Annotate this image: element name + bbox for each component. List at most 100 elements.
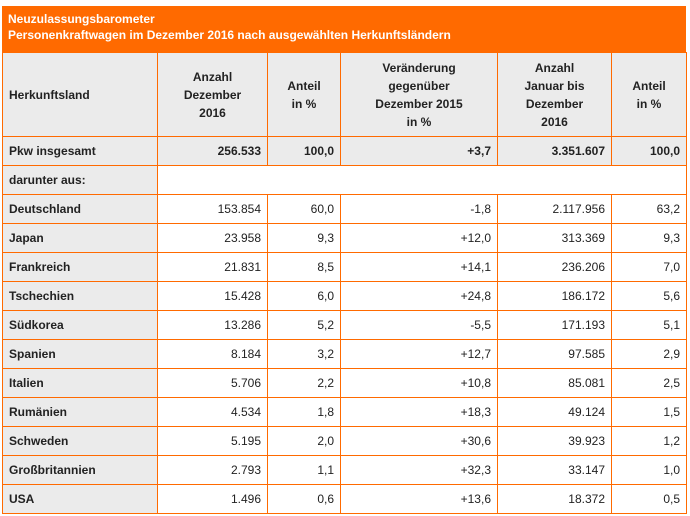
cell: Frankreich [2,252,158,282]
cell: +3,7 [340,136,498,166]
cell: Rumänien [2,397,158,427]
cell: 9,3 [611,223,687,253]
cell: 23.958 [157,223,268,253]
header-line: Anteil [632,78,666,93]
column-header: Herkunftsland [2,52,158,137]
cell: +30,6 [340,426,498,456]
table-row: Frankreich 21.831 8,5 +14,1 236.206 7,0 [2,252,687,282]
cell: +10,8 [340,368,498,398]
cell: 2,9 [611,339,687,369]
cell: 0,6 [267,484,341,514]
column-header: Anteil in % [611,52,687,137]
cell: 1,8 [267,397,341,427]
header-line: Januar bis [524,78,585,93]
cell: 33.147 [497,455,612,485]
header-line: Anzahl [534,60,575,75]
cell: 100,0 [267,136,341,166]
header-line: in % [406,114,432,129]
table-row: USA 1.496 0,6 +13,6 18.372 0,5 [2,484,687,514]
cell: 1,0 [611,455,687,485]
header-row: Herkunftsland Anzahl Dezember 2016 Anteil in … [2,52,687,137]
cell: 97.585 [497,339,612,369]
cell: Pkw insgesamt [2,136,158,166]
header: Neuzulassungsbarometer Personenkraftwage… [2,6,686,52]
cell: USA [2,484,158,514]
column-header: Anteil in % [267,52,341,137]
cell: 49.124 [497,397,612,427]
cell: 7,0 [611,252,687,282]
cell: Italien [2,368,158,398]
cell: 2.117.956 [497,194,612,224]
cell: Großbritannien [2,455,158,485]
header-line: in % [636,96,662,111]
table-row: Spanien 8.184 3,2 +12,7 97.585 2,9 [2,339,687,369]
table: Herkunftsland Anzahl Dezember 2016 Anteil in … [2,52,687,514]
header-line: Dezember [183,87,242,102]
header-line: Herkunftsland [9,87,90,102]
cell: +13,6 [340,484,498,514]
cell: 236.206 [497,252,612,282]
table-row: Pkw insgesamt 256.533 100,0 +3,7 3.351.607 10… [2,136,687,166]
cell: 1.496 [157,484,268,514]
table-row: Südkorea 13.286 5,2 -5,5 171.193 5,1 [2,310,687,340]
table-body: Pkw insgesamt 256.533 100,0 +3,7 3.351.607 10… [2,136,687,514]
cell: Deutschland [2,194,158,224]
cell: 60,0 [267,194,341,224]
cell: 1,2 [611,426,687,456]
table-row: Deutschland 153.854 60,0 -1,8 2.117.956 63,2 [2,194,687,224]
cell: Tschechien [2,281,158,311]
cell: 8.184 [157,339,268,369]
cell: 256.533 [157,136,268,166]
table-row: Schweden 5.195 2,0 +30,6 39.923 1,2 [2,426,687,456]
cell: darunter aus: [2,165,158,195]
cell: +18,3 [340,397,498,427]
cell: 8,5 [267,252,341,282]
subtitle: Personenkraftwagen im Dezember 2016 nach… [8,28,451,42]
cell: 9,3 [267,223,341,253]
cell: 313.369 [497,223,612,253]
cell: Südkorea [2,310,158,340]
table-row: Italien 5.706 2,2 +10,8 85.081 2,5 [2,368,687,398]
cell: 2,0 [267,426,341,456]
table-row: Rumänien 4.534 1,8 +18,3 49.124 1,5 [2,397,687,427]
header-line: Anzahl [192,69,233,84]
title: Neuzulassungsbarometer [8,12,155,26]
cell: 5,6 [611,281,687,311]
cell: 39.923 [497,426,612,456]
cell: 3.351.607 [497,136,612,166]
cell: 13.286 [157,310,268,340]
cell: 5.195 [157,426,268,456]
cell: 5,2 [267,310,341,340]
header-line: Veränderung [382,60,456,75]
cell: -5,5 [340,310,498,340]
cell: +12,7 [340,339,498,369]
cell: 85.081 [497,368,612,398]
cell: 6,0 [267,281,341,311]
header-line: in % [291,96,317,111]
cell: 15.428 [157,281,268,311]
cell: 2,2 [267,368,341,398]
header-line: Dezember 2015 [375,96,463,111]
cell: Spanien [2,339,158,369]
empty-cell [157,165,687,195]
cell: 5.706 [157,368,268,398]
panel: Neuzulassungsbarometer Personenkraftwage… [2,6,687,514]
cell: 100,0 [611,136,687,166]
table-row: Großbritannien 2.793 1,1 +32,3 33.147 1,0 [2,455,687,485]
header-line: gegenüber [388,78,450,93]
cell: 153.854 [157,194,268,224]
cell: 3,2 [267,339,341,369]
header-line: 2016 [199,105,226,120]
header-line: Anteil [287,78,321,93]
cell: 63,2 [611,194,687,224]
cell: Japan [2,223,158,253]
cell: 2.793 [157,455,268,485]
cell: 1,1 [267,455,341,485]
header-line: 2016 [541,114,568,129]
cell: 21.831 [157,252,268,282]
cell: +12,0 [340,223,498,253]
cell: 4.534 [157,397,268,427]
cell: +24,8 [340,281,498,311]
cell: +32,3 [340,455,498,485]
